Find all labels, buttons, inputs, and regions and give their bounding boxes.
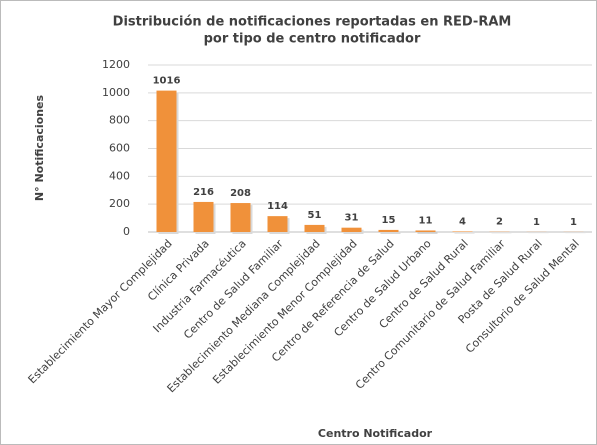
y-tick-label: 1200	[102, 58, 130, 71]
data-label: 2	[496, 217, 503, 228]
bar	[378, 229, 399, 232]
x-axis-title: Centro Notificador	[318, 427, 433, 440]
bar	[193, 201, 214, 232]
chart-title: por tipo de centro notificador	[204, 32, 421, 47]
bar-shadow	[417, 232, 438, 234]
y-tick-label: 200	[109, 197, 130, 210]
bar	[267, 216, 288, 232]
bar	[341, 227, 362, 232]
data-label: 208	[230, 188, 251, 199]
data-label: 11	[419, 215, 433, 226]
y-tick-label: 1000	[102, 86, 130, 99]
y-axis-title: N° Notificaciones	[33, 94, 46, 201]
bar	[304, 224, 325, 232]
data-label: 1016	[153, 76, 181, 87]
data-label: 114	[267, 201, 288, 212]
data-label: 1	[570, 217, 577, 228]
data-label: 4	[459, 216, 466, 227]
bar-shadow	[454, 233, 475, 234]
bar-shadow	[380, 231, 401, 234]
y-tick-label: 0	[123, 225, 130, 238]
bar	[452, 231, 473, 232]
chart-title: Distribución de notificaciones reportada…	[113, 15, 512, 30]
y-tick-label: 600	[109, 142, 130, 155]
bar	[230, 203, 251, 232]
data-label: 1	[533, 217, 540, 228]
y-tick-label: 400	[109, 169, 130, 182]
data-label: 31	[345, 213, 359, 224]
data-label: 216	[193, 187, 214, 198]
bar	[415, 230, 436, 232]
bar	[156, 90, 177, 233]
y-tick-label: 800	[109, 114, 130, 127]
data-label: 51	[308, 210, 322, 221]
data-label: 15	[382, 215, 396, 226]
